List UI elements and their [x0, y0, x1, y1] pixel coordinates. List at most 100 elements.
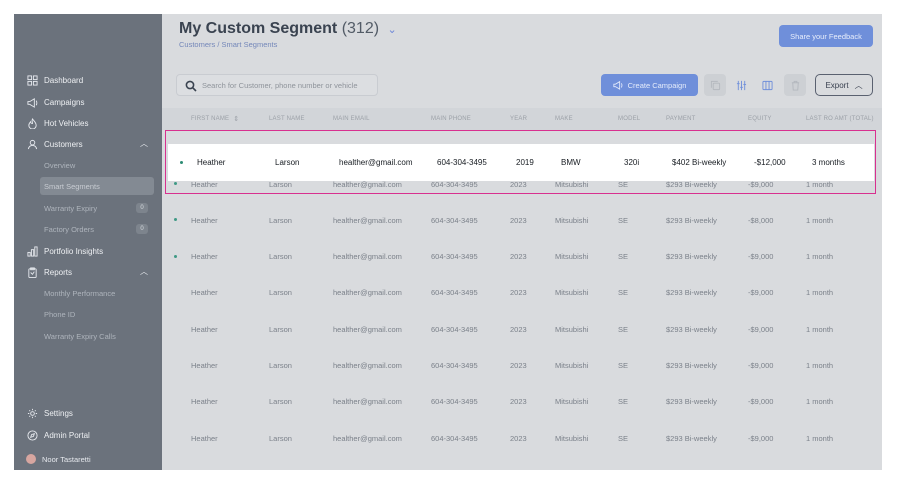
table-row[interactable]: Heather Larson healther@gmail.com 604-304-3…	[162, 166, 882, 202]
cell-payment: $293 Bi-weekly	[666, 433, 717, 443]
copy-button[interactable]	[704, 74, 726, 96]
cell-phone: 604-304-3495	[431, 215, 478, 225]
cell-last-name: Larson	[269, 397, 292, 407]
status-dot	[174, 182, 177, 185]
column-header-make[interactable]: MAKE	[555, 116, 573, 122]
count-badge: 0	[136, 203, 148, 213]
filter-settings-button[interactable]	[730, 74, 752, 96]
column-header-equity[interactable]: EQUITY	[748, 116, 772, 122]
breadcrumb[interactable]: Customers / Smart Segments	[179, 40, 278, 49]
cell-model: SE	[618, 215, 629, 225]
sidebar-item-smart-segments[interactable]: Smart Segments	[40, 177, 154, 195]
search-box[interactable]	[176, 74, 378, 96]
column-header-last-name[interactable]: LAST NAME	[269, 116, 305, 122]
chevron-down-icon[interactable]: ⌄	[387, 24, 397, 36]
cell-payment: $293 Bi-weekly	[666, 215, 717, 225]
column-header-main-email[interactable]: MAIN EMAIL	[333, 116, 370, 122]
share-feedback-button[interactable]: Share your Feedback	[779, 25, 873, 47]
column-header-payment[interactable]: PAYMENT	[666, 116, 696, 122]
table-row[interactable]: Heather Larson healther@gmail.com 604-304-3…	[162, 384, 882, 420]
sidebar-item-label: Factory Orders	[44, 224, 95, 234]
cell-model: SE	[618, 324, 629, 334]
cell-make: Mitsubishi	[555, 361, 589, 370]
cell-email: healther@gmail.com	[333, 179, 402, 189]
cell-equity: -$12,000	[754, 158, 786, 167]
cell-email: healther@gmail.com	[333, 288, 402, 298]
sidebar-item-label: Settings	[44, 408, 73, 418]
sidebar-item-overview[interactable]: Overview	[44, 156, 154, 174]
sidebar-item-reports[interactable]: Reports ︿	[14, 262, 162, 282]
sidebar-item-portfolio-insights[interactable]: Portfolio Insights	[14, 241, 162, 261]
cell-email: healther@gmail.com	[333, 397, 402, 407]
cell-email: healther@gmail.com	[339, 158, 413, 167]
sidebar-item-settings[interactable]: Settings	[14, 403, 162, 423]
table-row[interactable]: Heather Larson healther@gmail.com 604-304-3…	[162, 311, 882, 347]
cell-phone: 604-304-3495	[431, 288, 478, 298]
search-input[interactable]	[202, 80, 372, 90]
cell-year: 2023	[510, 252, 527, 262]
export-button[interactable]: Export ︿	[815, 74, 873, 96]
cell-last-name: Larson	[269, 215, 292, 225]
cell-phone: 604-304-3495	[437, 158, 487, 167]
column-header-first-name[interactable]: FIRST NAME ⇕	[191, 108, 239, 130]
column-header-main-phone[interactable]: MAIN PHONE	[431, 116, 472, 122]
user-profile[interactable]: Noor Tastaretti	[26, 454, 91, 464]
table-row[interactable]: Heather Larson healther@gmail.com 604-304-3…	[162, 420, 882, 456]
table-row[interactable]: Heather Larson healther@gmail.com 604-304-3…	[162, 275, 882, 311]
table-row[interactable]: Heather Larson healther@gmail.com 604-304-3…	[162, 348, 882, 384]
column-header-year[interactable]: YEAR	[510, 116, 528, 122]
cell-last-ro: 1 month	[806, 397, 834, 407]
cell-email: healther@gmail.com	[333, 215, 402, 225]
sidebar-item-phone-id[interactable]: Phone ID	[44, 305, 154, 323]
column-header-model[interactable]: MODEL	[618, 116, 641, 122]
cell-phone: 604-304-3495	[431, 361, 478, 370]
cell-last-name: Larson	[269, 252, 292, 262]
sort-icon[interactable]: ⇕	[233, 116, 240, 123]
cell-year: 2023	[510, 179, 527, 189]
chevron-up-icon: ︿	[854, 80, 863, 90]
chevron-up-icon[interactable]: ︿	[140, 139, 148, 148]
column-header-last-ro-amt[interactable]: LAST RO AMT (TOTAL)	[806, 116, 874, 122]
user-name: Noor Tastaretti	[42, 454, 91, 464]
sidebar-item-hot-vehicles[interactable]: Hot Vehicles	[14, 113, 162, 133]
cell-equity: -$8,000	[748, 215, 774, 225]
chevron-up-icon[interactable]: ︿	[140, 267, 148, 276]
status-dot	[174, 218, 177, 222]
sidebar-item-dashboard[interactable]: Dashboard	[14, 70, 162, 90]
sidebar-item-label: Hot Vehicles	[44, 118, 89, 128]
status-dot	[174, 254, 177, 258]
cell-make: Mitsubishi	[555, 324, 589, 334]
sidebar-item-admin-portal[interactable]: Admin Portal	[14, 425, 162, 445]
cell-year: 2023	[510, 324, 527, 334]
segment-count: (312)	[341, 20, 380, 37]
user-icon	[26, 138, 38, 150]
cell-model: SE	[618, 397, 629, 407]
columns-button[interactable]	[756, 74, 778, 96]
create-campaign-button[interactable]: Create Campaign	[601, 74, 698, 96]
cell-first-name: Heather	[197, 158, 226, 167]
clipboard-icon	[26, 266, 38, 278]
cell-phone: 604-304-3495	[431, 179, 478, 189]
sidebar-item-label: Customers	[44, 139, 83, 149]
cell-model: 320i	[624, 158, 640, 167]
sidebar-item-warranty-expiry[interactable]: Warranty Expiry 0	[44, 199, 154, 217]
sidebar-item-campaigns[interactable]: Campaigns	[14, 92, 162, 112]
app-window: Dashboard Campaigns Hot Vehicles Custome…	[14, 14, 882, 470]
sidebar-item-factory-orders[interactable]: Factory Orders 0	[44, 220, 154, 238]
sidebar-item-monthly-performance[interactable]: Monthly Performance	[44, 284, 154, 302]
status-dot	[180, 161, 183, 164]
delete-button[interactable]	[784, 74, 806, 96]
sidebar-item-warranty-expiry-calls[interactable]: Warranty Expiry Calls	[44, 327, 154, 345]
cell-make: Mitsubishi	[555, 215, 589, 225]
table-row[interactable]: Heather Larson healther@gmail.com 604-304-3…	[162, 239, 882, 275]
table-row[interactable]: Heather Larson healther@gmail.com 604-304-3…	[162, 202, 882, 238]
highlighted-table-row[interactable]: Heather Larson healther@gmail.com 604-30…	[168, 144, 874, 181]
sidebar-item-label: Phone ID	[44, 309, 76, 319]
sidebar: Dashboard Campaigns Hot Vehicles Custome…	[14, 14, 162, 470]
cell-payment: $293 Bi-weekly	[666, 397, 717, 407]
cell-last-name: Larson	[269, 361, 292, 370]
cell-equity: -$9,000	[748, 397, 774, 407]
sidebar-item-label: Reports	[44, 267, 73, 277]
cell-equity: -$9,000	[748, 433, 774, 443]
sidebar-item-customers[interactable]: Customers ︿	[14, 134, 162, 154]
